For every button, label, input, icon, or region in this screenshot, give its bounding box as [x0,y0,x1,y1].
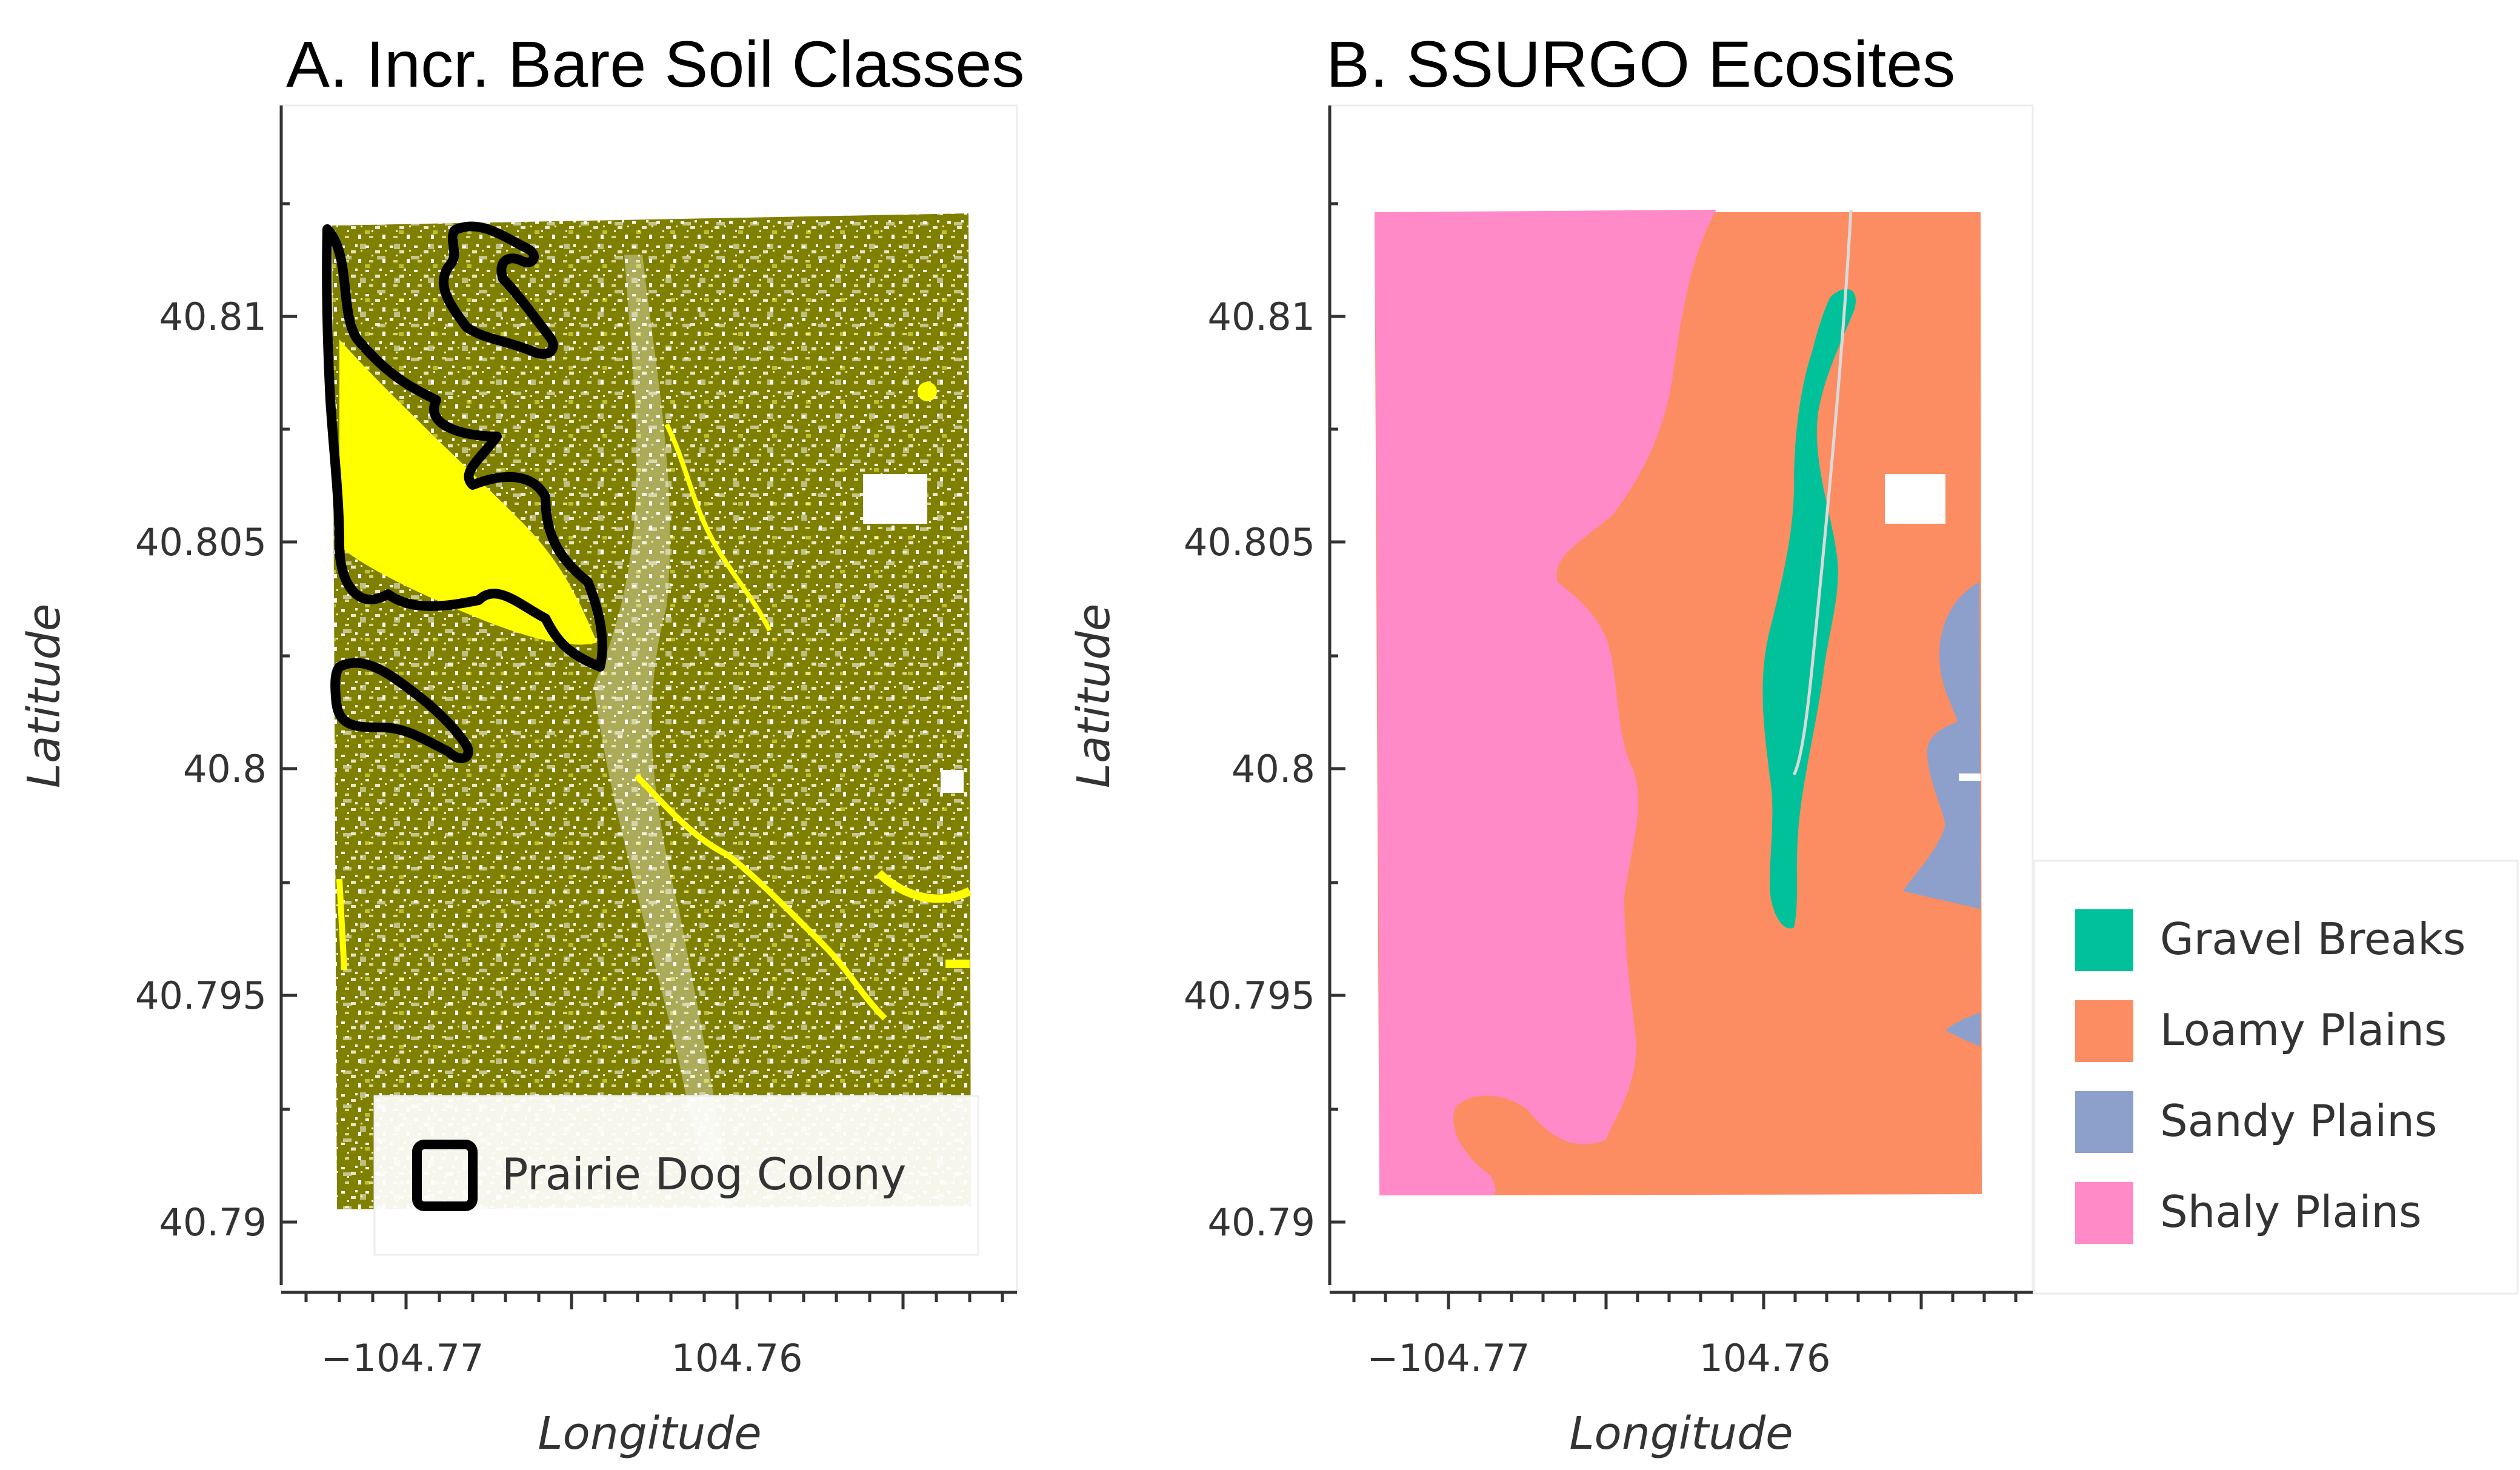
legend-swatch-shaly-plains [2075,1182,2133,1244]
panel-b-title: B. SSURGO Ecosites [1326,27,1956,101]
legend-label: Gravel Breaks [2160,914,2465,964]
panel-a-x-axis-title: Longitude [538,1408,761,1460]
panel-a-title: A. Incr. Bare Soil Classes [286,27,1025,101]
prairie-dog-colonies [322,221,607,763]
panel-b-x-axis [1330,1291,2033,1309]
x-tick-label: −104.77 [1367,1336,1530,1380]
legend-swatch-gravel-breaks [2075,909,2133,971]
legend-label: Sandy Plains [2160,1095,2437,1146]
legend-swatch-loamy-plains [2075,1000,2133,1062]
legend-label: Shaly Plains [2160,1186,2422,1237]
x-tick-label: −104.77 [321,1336,484,1380]
panel-b-x-axis-title: Longitude [1569,1408,1793,1460]
sandy-plains-patch [1945,1012,1981,1046]
colony-polygon-north [439,221,558,359]
gravel-breaks-area [1762,289,1856,929]
panel-b-legend: Gravel Breaks Loamy Plains Sandy Plains … [2033,860,2519,1295]
x-tick-label: 104.76 [1699,1336,1831,1380]
y-tick-label: 40.79 [159,1200,267,1244]
panel-b-y-axis [1328,105,1345,1285]
road-line [1792,209,1853,776]
legend-key-colony [412,1140,478,1211]
legend-swatch-sandy-plains [2075,1091,2133,1153]
y-tick-label: 40.805 [135,520,267,564]
colony-polygon-west [322,224,607,672]
panel-b-x-tick-labels: −104.77 104.76 [1367,1336,1831,1380]
ecosite-polygons [1375,209,1982,1195]
panel-a-x-axis [281,1291,1017,1309]
shaly-plains-area [1375,210,1716,1195]
y-tick-label: 40.8 [183,747,267,791]
x-tick-label: 104.76 [672,1336,803,1380]
y-tick-label: 40.79 [1208,1200,1316,1244]
colony-polygon-south [330,658,473,763]
panel-b: 40.81 40.805 40.8 40.795 40.79 [1068,104,2519,1460]
panel-b-y-tick-labels: 40.81 40.805 40.8 40.795 40.79 [1184,295,1315,1244]
panel-b-y-axis-title: Latitude [1068,604,1120,789]
shaly-plains-lobe [1413,236,1544,321]
panel-a-y-tick-labels: 40.81 40.805 40.8 40.795 40.79 [135,295,267,1244]
panel-a-y-axis [279,105,297,1285]
panel-a: 40.81 40.805 40.8 40.795 40.79 [18,104,1018,1460]
nodata-patch [1959,773,1981,781]
y-tick-label: 40.795 [135,974,267,1018]
y-tick-label: 40.81 [159,295,267,339]
nodata-patch [1885,474,1945,524]
y-tick-label: 40.8 [1232,747,1315,791]
panel-a-legend: Prairie Dog Colony [373,1095,979,1256]
panel-a-x-tick-labels: −104.77 104.76 [321,1336,803,1380]
bare-soil-raster [332,213,972,1209]
legend-label: Prairie Dog Colony [502,1149,906,1200]
y-tick-label: 40.795 [1184,974,1315,1018]
panel-a-y-axis-title: Latitude [18,604,70,789]
y-tick-label: 40.81 [1208,295,1316,339]
sandy-plains-area [1903,582,1981,909]
legend-label: Loamy Plains [2160,1004,2447,1055]
y-tick-label: 40.805 [1184,520,1315,564]
